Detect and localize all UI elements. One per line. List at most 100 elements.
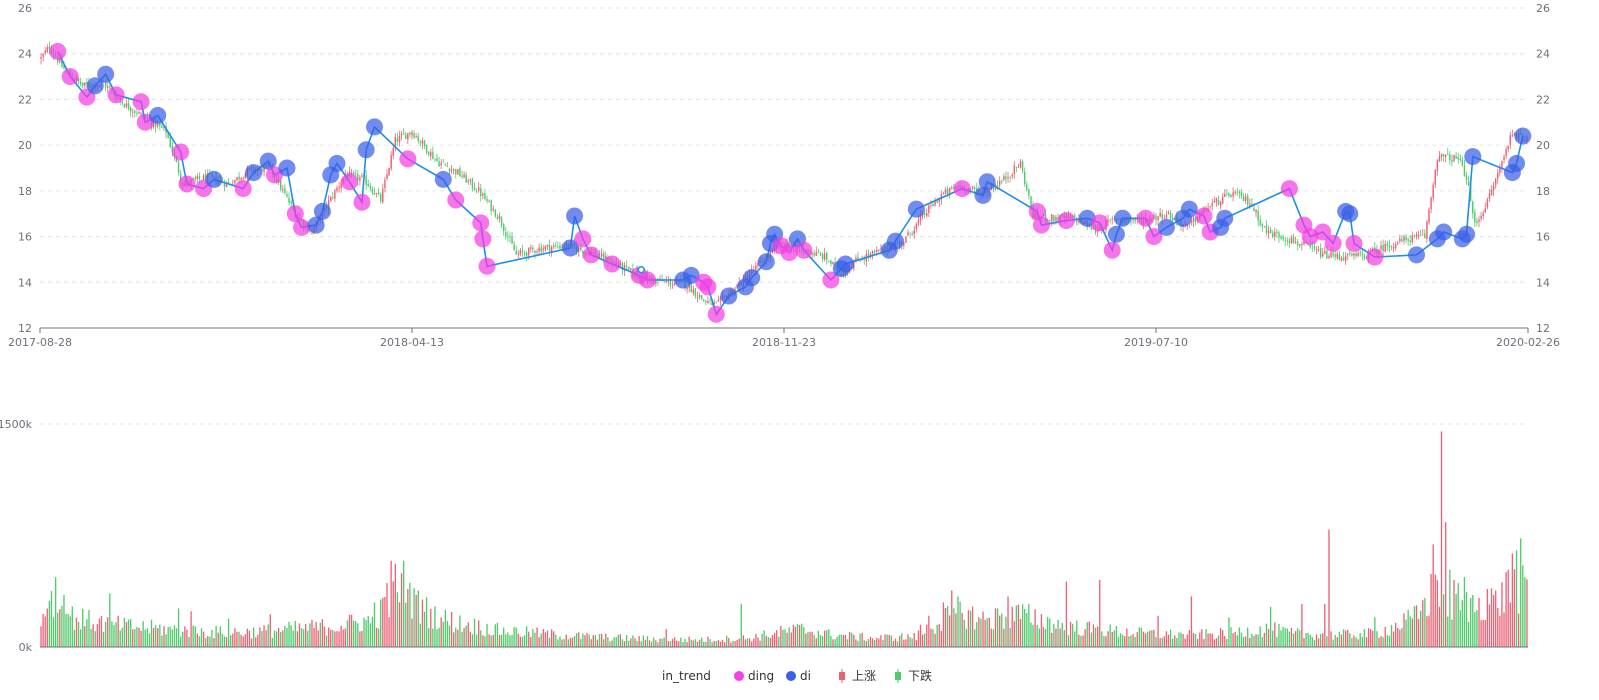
ding-point	[107, 86, 125, 104]
volume-bar	[736, 639, 738, 647]
volume-bar	[286, 627, 288, 647]
volume-bar	[1217, 635, 1220, 647]
volume-bar	[1490, 588, 1493, 647]
candle-body	[698, 295, 701, 297]
volume-bar	[965, 628, 968, 647]
volume-bar	[1205, 629, 1207, 647]
volume-bar	[361, 630, 363, 647]
volume-bar	[811, 631, 813, 647]
candle-body	[1436, 160, 1439, 171]
volume-bar	[1459, 609, 1461, 647]
volume-bar	[296, 631, 299, 647]
candle-body	[1432, 184, 1434, 198]
candle-body	[279, 180, 282, 190]
volume-bar	[1119, 633, 1122, 647]
legend-candle-body	[839, 672, 845, 680]
candle-body	[703, 299, 705, 301]
candle-body	[1311, 246, 1314, 248]
volume-bar	[390, 560, 392, 647]
volume-bar	[851, 632, 853, 647]
y-tick-label-left: 26	[18, 2, 32, 15]
candle-body	[996, 185, 999, 187]
volume-bar	[807, 632, 809, 647]
volume-bar	[92, 624, 94, 647]
candle-body	[1011, 174, 1013, 177]
volume-bar	[1324, 603, 1326, 647]
volume-bar	[1234, 631, 1236, 647]
volume-bar	[859, 633, 861, 647]
volume-bar	[540, 633, 542, 647]
volume-bar	[1347, 629, 1349, 647]
candle-body	[1386, 244, 1389, 246]
volume-bar	[530, 637, 532, 647]
candle-body	[375, 193, 378, 195]
volume-bar	[930, 628, 932, 647]
volume-bar	[617, 634, 619, 647]
candle-body	[179, 173, 182, 181]
volume-bar	[1244, 636, 1247, 647]
candle-body	[1221, 196, 1224, 204]
candle-body	[1163, 217, 1166, 219]
volume-bar	[957, 596, 959, 647]
candle-body	[1461, 159, 1464, 166]
candle-body	[1424, 233, 1426, 239]
candle-body	[1403, 236, 1405, 241]
legend-item-ding[interactable]: ding	[734, 669, 774, 683]
volume-bar	[503, 627, 505, 647]
volume-bar	[1128, 636, 1130, 647]
ding-point	[234, 180, 252, 198]
volume-bar	[753, 638, 755, 647]
volume-bar	[926, 624, 928, 647]
candle-body	[104, 82, 107, 88]
candle-body	[467, 180, 469, 182]
volume-bar	[419, 623, 422, 647]
volume-bar	[121, 627, 123, 647]
candle-body	[944, 189, 947, 194]
legend-item-di[interactable]: di	[786, 669, 811, 683]
volume-bar	[861, 632, 863, 647]
candle-body	[1409, 240, 1411, 243]
volume-bar	[1486, 589, 1489, 647]
volume-bar	[242, 636, 244, 647]
volume-bar	[1176, 637, 1178, 647]
volume-bar	[392, 581, 394, 647]
y-tick-label-left: 22	[18, 93, 32, 106]
ding-point	[1103, 241, 1121, 259]
legend-item-in_trend[interactable]: in_trend	[662, 669, 711, 683]
candle-body	[1209, 206, 1211, 207]
candle-body	[923, 213, 926, 215]
legend-item-下跌[interactable]: 下跌	[895, 668, 932, 683]
candle-body	[380, 194, 382, 202]
candle-body	[832, 262, 834, 265]
volume-bar	[1101, 631, 1103, 647]
volume-bar	[692, 640, 695, 647]
volume-bar	[575, 633, 578, 647]
volume-bar	[1144, 633, 1147, 647]
candle-body	[402, 133, 405, 135]
y-tick-label-right: 22	[1536, 93, 1550, 106]
volume-bar	[938, 624, 940, 647]
di-point	[1157, 218, 1175, 236]
candle-body	[1332, 252, 1334, 256]
volume-bar	[467, 622, 469, 647]
volume-bar	[498, 635, 501, 647]
candle-body	[709, 299, 711, 301]
candle-body	[434, 158, 436, 160]
ding-point	[582, 246, 600, 264]
candle-body	[1286, 240, 1289, 242]
legend[interactable]: in_trend ding di 上涨 下跌	[662, 668, 932, 683]
legend-item-上涨[interactable]: 上涨	[839, 668, 876, 683]
volume-bar	[490, 635, 492, 647]
volume-bar	[903, 639, 905, 647]
volume-bar	[394, 563, 396, 647]
volume-bar	[1009, 627, 1011, 647]
candle-body	[665, 281, 667, 283]
volume-bar	[77, 621, 80, 647]
volume-bar	[65, 614, 67, 647]
candle-body	[263, 166, 265, 172]
volume-bar	[1509, 602, 1511, 647]
candle-body	[1242, 196, 1245, 201]
volume-bar	[321, 619, 324, 647]
volume-bar	[550, 629, 553, 647]
volume-bar	[513, 627, 515, 647]
